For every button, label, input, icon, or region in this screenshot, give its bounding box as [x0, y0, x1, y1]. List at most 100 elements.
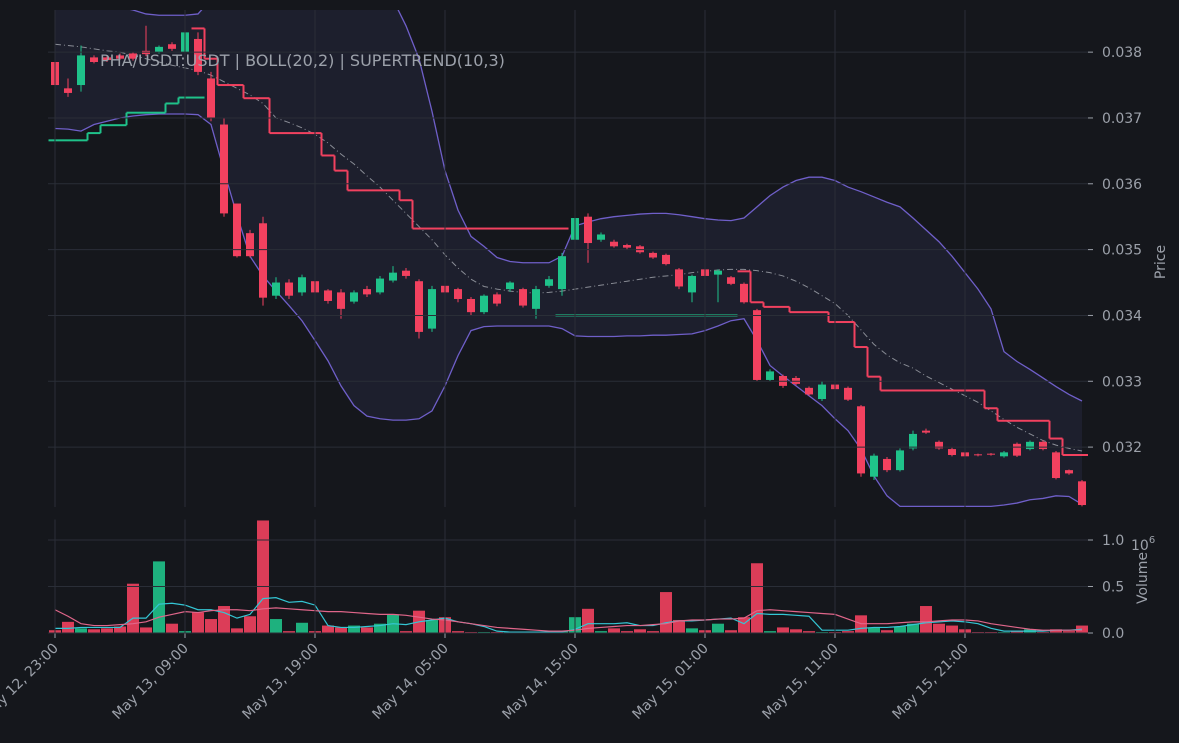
y-tick-label: 0.5 [1102, 580, 1124, 596]
candle-body [1052, 452, 1060, 479]
volume-bar [621, 631, 633, 633]
candle-body [168, 44, 176, 49]
candle-body [740, 283, 748, 303]
volume-bar [296, 622, 308, 633]
candle-body [883, 458, 891, 471]
volume-axis-label: Volume [1135, 552, 1151, 604]
candle-body [480, 295, 488, 313]
offset-exponent: 6 [1149, 535, 1155, 546]
volume-bar [127, 583, 139, 633]
candle-body [506, 282, 514, 290]
boll-mid [54, 43, 1083, 452]
candle-body [389, 272, 397, 281]
volume-bar [738, 617, 750, 633]
volume-bar [712, 623, 724, 633]
y-tick-label: 0.033 [1102, 374, 1142, 390]
volume-bar [244, 616, 256, 633]
candle-body [857, 406, 865, 474]
candle-body [727, 277, 735, 284]
candle-body [428, 289, 436, 329]
candle-body [974, 454, 982, 456]
candle-body [818, 384, 826, 400]
volume-bar [1063, 631, 1075, 633]
candle-body [584, 216, 592, 244]
volume-bar [868, 627, 880, 633]
candle-body [896, 450, 904, 471]
candle-body [376, 278, 384, 293]
candle-body [909, 433, 917, 449]
candle-body [272, 282, 280, 296]
volume-bar [764, 631, 776, 633]
candle-body [597, 234, 605, 240]
candle-body [337, 292, 345, 309]
candle-body [805, 387, 813, 395]
volume-bar [907, 623, 919, 633]
candle-body [623, 245, 631, 248]
candle-body [1026, 441, 1034, 450]
candle-body [753, 310, 761, 380]
candle-body [766, 371, 774, 380]
candle-body [1065, 470, 1073, 474]
volume-bar [283, 631, 295, 633]
candle-body [922, 430, 930, 433]
volume-bar [660, 592, 672, 633]
y-tick-label: 0.0 [1102, 626, 1124, 642]
volume-bar [582, 608, 594, 633]
volume-bar [75, 628, 87, 633]
candle-body [649, 252, 657, 258]
volume-bar [725, 630, 737, 633]
volume-bar [166, 623, 178, 633]
volume-bar [361, 627, 373, 633]
volume-bar [270, 619, 282, 633]
y-tick-label: 0.035 [1102, 243, 1142, 259]
volume-bar [257, 520, 269, 633]
candle-body [1039, 441, 1047, 450]
candle-body [64, 88, 72, 93]
volume-bar [374, 623, 386, 633]
volume-bar [933, 623, 945, 633]
chart-title: PHA/USDT:USDT | BOLL(20,2) | SUPERTREND(… [100, 51, 505, 70]
volume-bar [634, 629, 646, 633]
candle-body [935, 441, 943, 449]
candle-body [662, 254, 670, 265]
candle-body [155, 46, 163, 53]
candle-body [558, 256, 566, 290]
candle-body [675, 269, 683, 287]
candle-body [987, 453, 995, 455]
y-tick-label: 0.036 [1102, 177, 1142, 193]
volume-bar [335, 627, 347, 633]
candle-body [454, 289, 462, 299]
candle-body [194, 38, 202, 72]
volume-bar [231, 628, 243, 633]
volume-bar [595, 631, 607, 633]
volume-bar [686, 628, 698, 633]
candle-body [519, 289, 527, 306]
y-tick-label: 0.032 [1102, 440, 1142, 456]
volume-bar [673, 619, 685, 633]
volume-bar [218, 606, 230, 633]
candle-body [90, 57, 98, 63]
candle-body [285, 282, 293, 296]
candle-body [1078, 481, 1086, 506]
candle-body [116, 55, 124, 59]
volume-bar [426, 619, 438, 633]
volume-bar [348, 625, 360, 633]
volume-bar [88, 629, 100, 633]
candle-body [610, 241, 618, 247]
candle-body [844, 387, 852, 400]
candle-body [532, 289, 540, 309]
candle-body [415, 281, 423, 332]
volume-bar [153, 561, 165, 633]
volume-bar [920, 606, 932, 633]
volume-ma [54, 607, 1082, 632]
boll-upper [129, 10, 1083, 402]
candle-body [77, 55, 85, 86]
candle-body [493, 294, 501, 304]
candle-body [545, 279, 553, 286]
volume-bar [322, 625, 334, 633]
candle-body [948, 449, 956, 455]
volume-bar [1050, 629, 1062, 633]
y-axis-label: Price [1153, 245, 1169, 279]
volume-bar [777, 627, 789, 633]
volume-bar [114, 626, 126, 633]
